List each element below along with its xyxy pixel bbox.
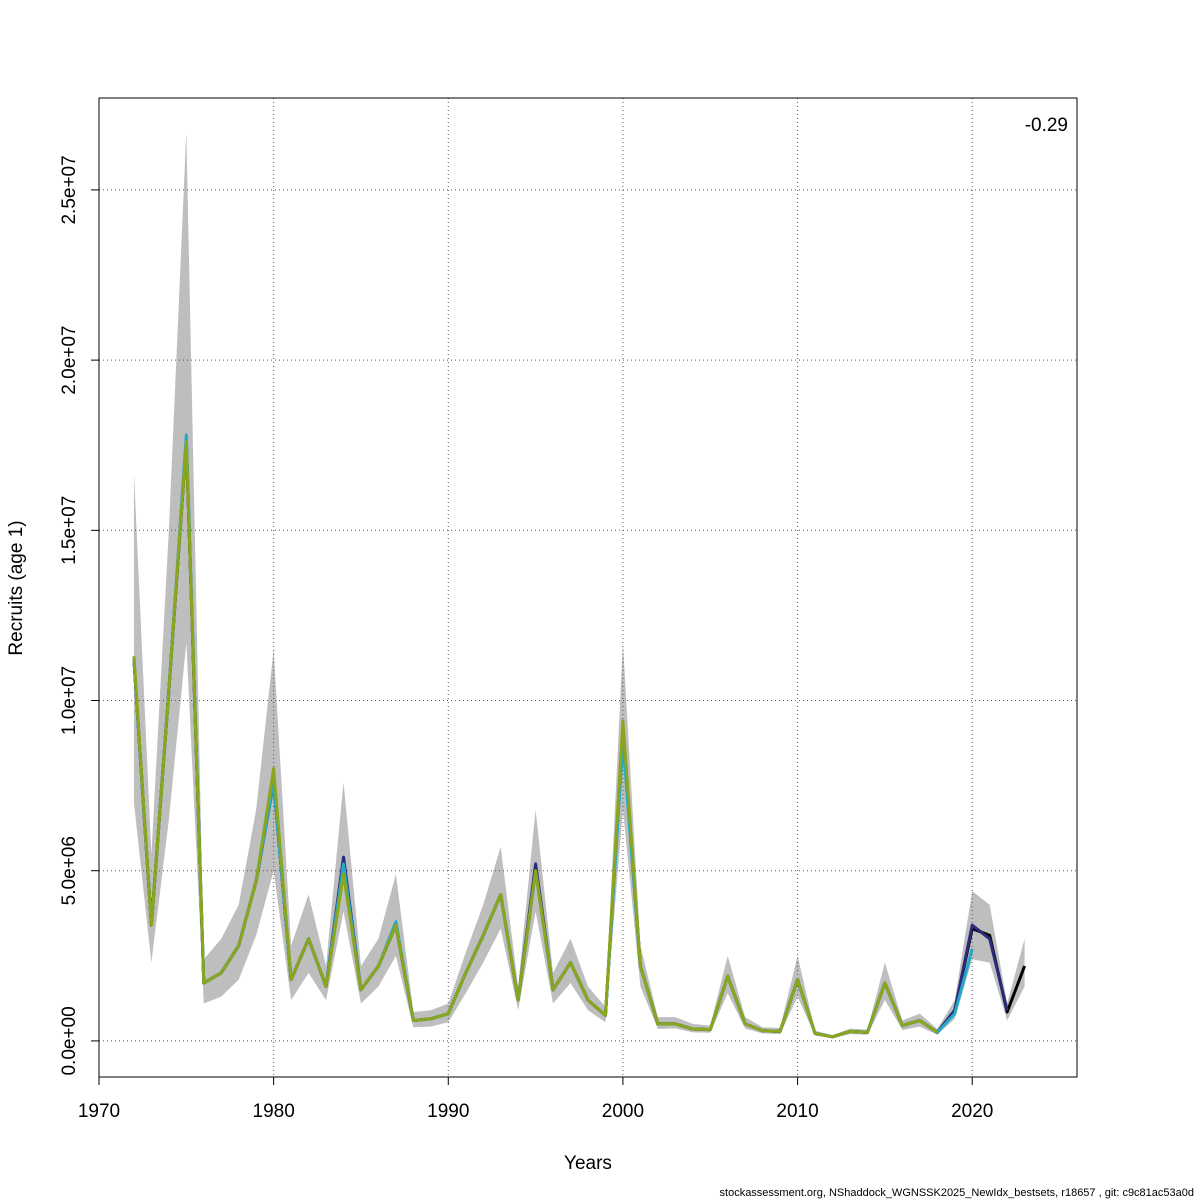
x-axis-label: Years [564,1153,612,1174]
footer: stockassessment.org, NShaddock_WGNSSK202… [720,1187,1194,1199]
annotation: -0.29 [1025,115,1068,136]
y-tick-label: 2.5e+07 [59,155,80,224]
confidence-band [133,132,1025,1039]
x-tick-label: 2000 [602,1101,644,1122]
y-tick-label: 1.0e+07 [59,666,80,735]
series-line [132,433,974,1039]
x-tick-label: 2010 [776,1101,818,1122]
x-tick-label: 1990 [427,1101,469,1122]
x-tick-label: 1980 [253,1101,295,1122]
y-axis-label: Recruits (age 1) [6,520,27,655]
y-tick-label: 2.0e+07 [59,326,80,395]
y-tick-label: 1.5e+07 [59,496,80,565]
series-line [132,440,939,1039]
x-tick-label: 1970 [78,1101,120,1122]
y-tick-label: 0.0e+00 [59,1006,80,1075]
plot-frame [98,97,1078,1078]
y-tick-label: 5.0e+06 [59,836,80,905]
x-tick-label: 2020 [951,1101,993,1122]
